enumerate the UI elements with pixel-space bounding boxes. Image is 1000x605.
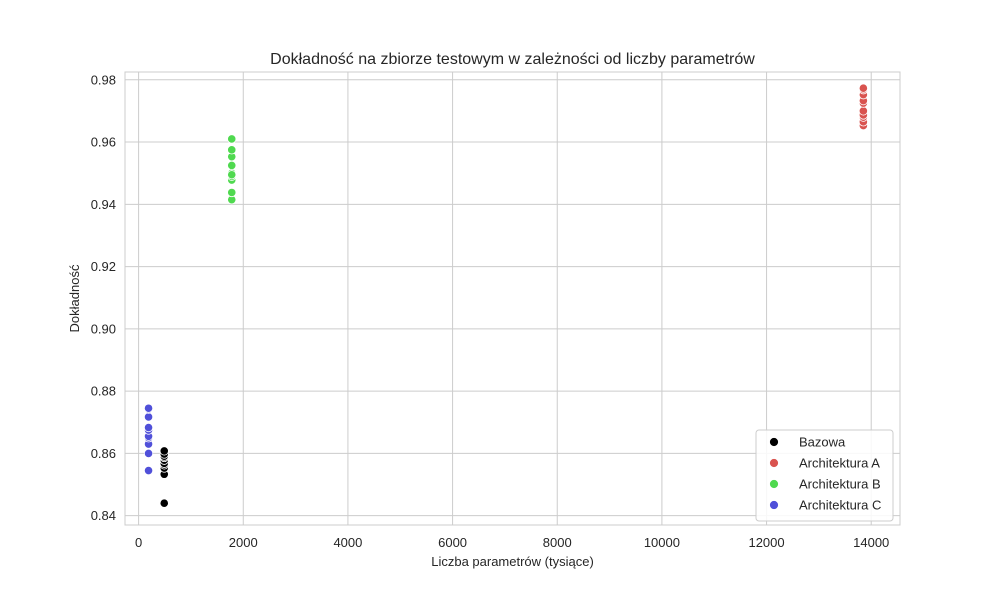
x-tick-label: 2000 bbox=[229, 535, 258, 550]
series-3-points bbox=[143, 403, 154, 476]
series-2-points bbox=[227, 134, 237, 205]
x-tick-label: 0 bbox=[135, 535, 142, 550]
data-point bbox=[227, 170, 237, 180]
legend-marker bbox=[769, 479, 779, 489]
y-tick-label: 0.94 bbox=[91, 197, 116, 212]
legend-marker bbox=[769, 500, 779, 510]
data-point bbox=[227, 187, 237, 198]
data-point bbox=[159, 446, 169, 456]
data-point bbox=[227, 160, 237, 171]
data-point bbox=[858, 106, 868, 116]
x-tick-label: 12000 bbox=[748, 535, 784, 550]
legend-label: Bazowa bbox=[799, 435, 846, 450]
x-axis-label: Liczba parametrów (tysiące) bbox=[431, 554, 594, 569]
legend-label: Architektura C bbox=[799, 498, 881, 513]
data-point bbox=[143, 465, 154, 476]
y-tick-label: 0.86 bbox=[91, 446, 116, 461]
axes-spines bbox=[124, 71, 901, 526]
data-point bbox=[143, 448, 154, 458]
x-tick-label: 8000 bbox=[543, 535, 572, 550]
y-tick-label: 0.90 bbox=[91, 321, 116, 336]
legend-marker bbox=[769, 437, 779, 447]
legend-label: Architektura B bbox=[799, 477, 881, 492]
y-tick-label: 0.96 bbox=[91, 135, 116, 150]
series-0-points bbox=[159, 446, 169, 508]
x-tick-label: 6000 bbox=[438, 535, 467, 550]
data-point bbox=[858, 83, 868, 93]
y-tick-label: 0.84 bbox=[91, 508, 116, 523]
data-point bbox=[143, 422, 154, 433]
data-point bbox=[227, 134, 237, 144]
data-point bbox=[227, 145, 237, 155]
legend-box bbox=[755, 429, 894, 522]
legend-marker bbox=[769, 458, 779, 468]
data-points bbox=[143, 83, 868, 508]
x-tick-label: 14000 bbox=[853, 535, 889, 550]
tick-labels: 0 2000 4000 6000 8000 10000 12000 14000 0.84 0.86… bbox=[91, 72, 890, 550]
chart-title: Dokładność na zbiorze testowym w zależno… bbox=[270, 51, 755, 68]
data-point bbox=[143, 412, 154, 422]
legend-label: Architektura A bbox=[799, 456, 880, 471]
data-point bbox=[143, 403, 154, 413]
y-axis-label: Dokładność bbox=[67, 264, 82, 332]
x-tick-label: 10000 bbox=[644, 535, 680, 550]
y-tick-label: 0.88 bbox=[91, 384, 116, 399]
series-1-points bbox=[858, 83, 868, 131]
y-tick-label: 0.92 bbox=[91, 259, 116, 274]
legend: Bazowa Architektura A Architektura B Archit… bbox=[755, 429, 894, 522]
y-tick-label: 0.98 bbox=[91, 72, 116, 87]
data-point bbox=[159, 498, 169, 508]
x-tick-label: 4000 bbox=[333, 535, 362, 550]
axes-frame bbox=[124, 71, 901, 526]
